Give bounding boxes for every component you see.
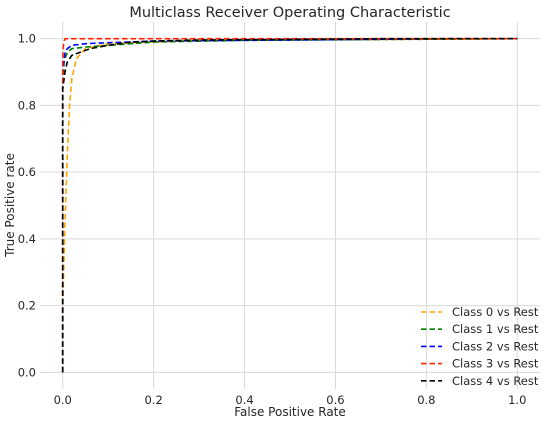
y-tick-label: 1.0 (18, 32, 36, 46)
legend: Class 0 vs Rest Class 1 vs Rest Class 2 vs… (421, 305, 539, 388)
y-tick-label: 0.2 (18, 299, 36, 313)
x-tick-label: 1.0 (508, 393, 526, 407)
legend-label: Class 2 vs Rest (452, 339, 539, 353)
x-tick-label: 0.0 (54, 393, 72, 407)
y-tick-label: 0.0 (18, 365, 36, 379)
y-axis-label: True Positive rate (3, 153, 17, 258)
legend-label: Class 3 vs Rest (452, 357, 539, 371)
legend-label: Class 1 vs Rest (452, 322, 539, 336)
tick-labels: 0.0 0.2 0.4 0.6 0.8 1.0 0.0 0.2 0.4 0.6 0.8 1.0 (18, 32, 527, 407)
legend-item-class-0: Class 0 vs Rest (421, 305, 539, 319)
series-line-class-2 (61, 37, 518, 373)
y-tick-label: 0.4 (18, 232, 36, 246)
series-line-class-3 (61, 37, 518, 373)
x-axis-label: False Positive Rate (234, 405, 346, 419)
legend-label: Class 0 vs Rest (452, 305, 539, 319)
x-tick-label: 0.4 (235, 393, 253, 407)
y-tick-label: 0.8 (18, 98, 36, 112)
legend-item-class-1: Class 1 vs Rest (421, 322, 539, 336)
x-tick-label: 0.6 (326, 393, 344, 407)
legend-item-class-4: Class 4 vs Rest (421, 374, 539, 388)
series-line-class-0 (61, 37, 518, 373)
x-tick-label: 0.8 (417, 393, 435, 407)
chart-title: Multiclass Receiver Operating Characteri… (129, 5, 450, 21)
series-line-class-4 (61, 37, 518, 373)
y-tick-label: 0.6 (18, 165, 36, 179)
legend-item-class-3: Class 3 vs Rest (421, 357, 539, 371)
x-tick-label: 0.2 (144, 393, 162, 407)
series-lines (61, 37, 518, 373)
legend-item-class-2: Class 2 vs Rest (421, 339, 539, 353)
series-line-class-1 (61, 37, 518, 373)
legend-label: Class 4 vs Rest (452, 374, 539, 388)
